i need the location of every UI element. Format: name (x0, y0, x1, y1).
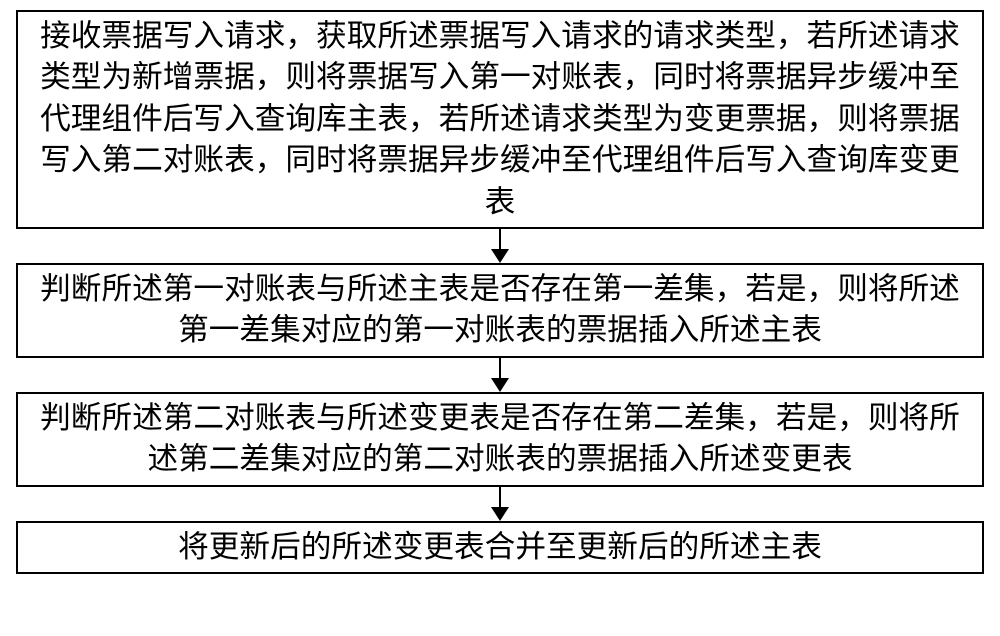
arrow-shaft (499, 487, 501, 507)
arrow-head-icon (491, 378, 509, 392)
flowchart: 接收票据写入请求，获取所述票据写入请求的请求类型，若所述请求类型为新增票据，则将… (16, 10, 984, 574)
flow-step-3: 判断所述第二对账表与所述变更表是否存在第二差集，若是，则将所述第二差集对应的第二… (16, 392, 984, 487)
arrow-shaft (499, 358, 501, 378)
flow-step-2-text: 判断所述第一对账表与所述主表是否存在第一差集，若是，则将所述第一差集对应的第一对… (28, 269, 972, 352)
arrow-3 (491, 487, 509, 521)
flow-step-4-text: 将更新后的所述变更表合并至更新后的所述主表 (178, 527, 822, 568)
arrow-2 (491, 358, 509, 392)
arrow-1 (491, 229, 509, 263)
arrow-head-icon (491, 507, 509, 521)
arrow-head-icon (491, 249, 509, 263)
flow-step-2: 判断所述第一对账表与所述主表是否存在第一差集，若是，则将所述第一差集对应的第一对… (16, 263, 984, 358)
flow-step-3-text: 判断所述第二对账表与所述变更表是否存在第二差集，若是，则将所述第二差集对应的第二… (28, 398, 972, 481)
flow-step-4: 将更新后的所述变更表合并至更新后的所述主表 (16, 521, 984, 574)
arrow-shaft (499, 229, 501, 249)
flow-step-1-text: 接收票据写入请求，获取所述票据写入请求的请求类型，若所述请求类型为新增票据，则将… (28, 16, 972, 223)
flow-step-1: 接收票据写入请求，获取所述票据写入请求的请求类型，若所述请求类型为新增票据，则将… (16, 10, 984, 229)
